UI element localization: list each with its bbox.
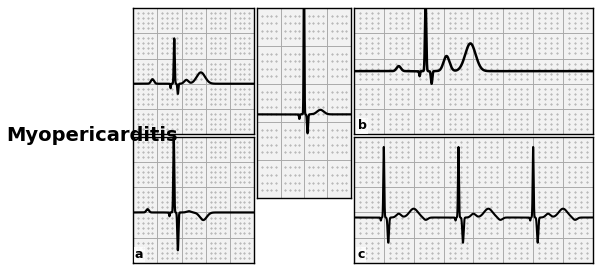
Text: a: a [135,248,143,261]
Text: c: c [358,248,365,261]
Text: Myopericarditis: Myopericarditis [6,126,177,145]
Text: b: b [358,119,367,132]
